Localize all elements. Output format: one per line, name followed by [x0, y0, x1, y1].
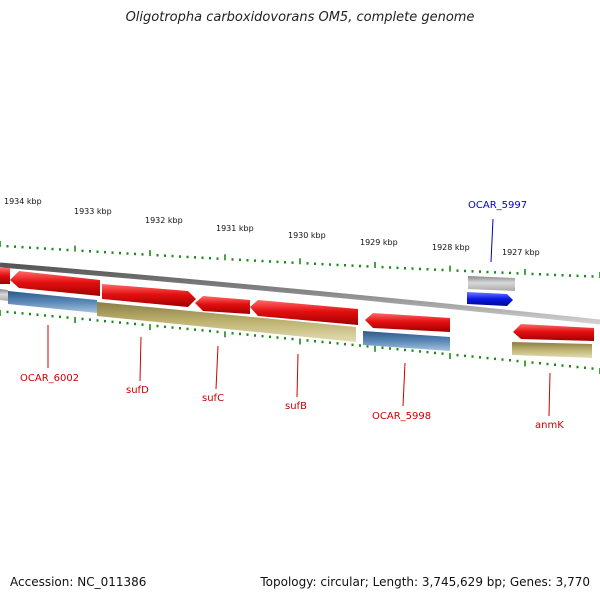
scale-label: 1929 kbp — [360, 238, 398, 247]
scale-label: 1934 kbp — [4, 197, 42, 206]
page-title: Oligotropha carboxidovorans OM5, complet… — [125, 10, 475, 25]
feature-bar-khaki[interactable] — [97, 302, 356, 342]
leader-line — [490, 218, 494, 263]
gene-arrow-red[interactable] — [0, 268, 10, 284]
scale-label: 1932 kbp — [145, 216, 183, 225]
scale-label: 1933 kbp — [74, 207, 112, 216]
gene-label-sufc[interactable]: sufC — [202, 393, 224, 404]
scale-label: 1931 kbp — [216, 224, 254, 233]
gene-label-sufd[interactable]: sufD — [126, 385, 149, 396]
genome-summary-text: Topology: circular; Length: 3,745,629 bp… — [260, 575, 590, 589]
gene-label-ocar-5998[interactable]: OCAR_5998 — [372, 411, 431, 422]
scale-label: 1930 kbp — [288, 231, 326, 240]
gene-arrow-red[interactable] — [102, 284, 196, 307]
genome-backbone — [0, 262, 600, 325]
accession-text: Accession: NC_011386 — [10, 575, 147, 589]
gene-arrow-red[interactable] — [250, 300, 358, 325]
leader-line — [402, 362, 406, 407]
scale-label: 1928 kbp — [432, 243, 470, 252]
leader-line — [215, 345, 219, 390]
gene-arrow-red[interactable] — [10, 271, 100, 296]
gene-arrow-red[interactable] — [365, 313, 450, 332]
gene-label-ocar-6002[interactable]: OCAR_6002 — [20, 373, 79, 384]
gene-bar-gray[interactable] — [468, 276, 515, 291]
feature-bar-gray[interactable] — [0, 289, 8, 301]
leader-line — [548, 372, 551, 417]
inner-scale-ticks — [0, 310, 600, 374]
scale-label: 1927 kbp — [502, 248, 540, 257]
leader-line — [139, 336, 142, 382]
feature-bar-steel[interactable] — [8, 291, 97, 313]
gene-arrow-blue[interactable] — [467, 292, 513, 306]
gene-label-sufb[interactable]: sufB — [285, 401, 307, 412]
gene-label-ocar-5997[interactable]: OCAR_5997 — [468, 200, 527, 211]
gene-label-anmk[interactable]: anmK — [535, 420, 564, 431]
gene-arrow-red[interactable] — [195, 296, 250, 314]
feature-bar-steel[interactable] — [363, 331, 450, 351]
gene-arrow-red[interactable] — [513, 324, 594, 341]
leader-line — [296, 353, 299, 398]
outer-scale-ticks — [0, 241, 600, 278]
feature-bar-khaki[interactable] — [512, 342, 592, 358]
